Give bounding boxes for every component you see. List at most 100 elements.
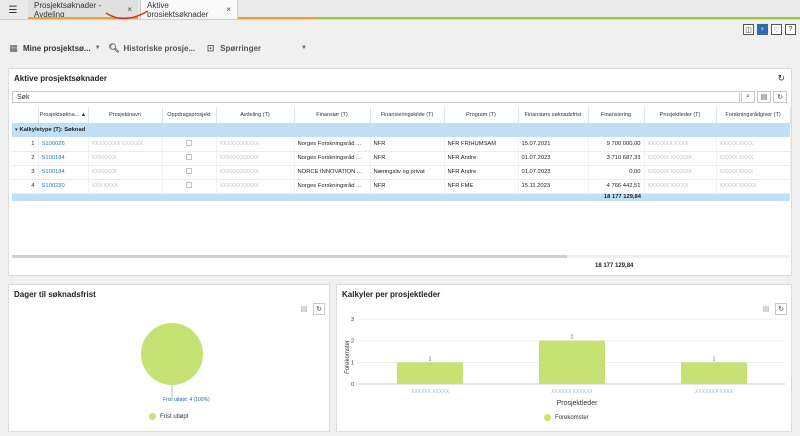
bar[interactable] — [539, 340, 605, 384]
panel-title: Aktive prosjektsøknader — [14, 74, 107, 83]
lightbulb-icon[interactable]: ♀ — [757, 24, 768, 35]
search-icon[interactable]: ⌕ — [741, 91, 755, 103]
tab-prosjektsoknader-avdeling[interactable]: Prosjektsøknader - Avdeling × — [28, 0, 138, 19]
search-placeholder: Søk — [17, 93, 30, 101]
horizontal-scrollbar[interactable] — [12, 255, 790, 258]
finansiering: 3 710 687,33 — [588, 151, 645, 166]
finansior: Norges Forskningsråd ... — [294, 151, 371, 166]
scrollbar-thumb[interactable] — [12, 255, 567, 258]
bar-value-label: 1 — [429, 356, 432, 362]
oppdragsprosjekt-checkbox[interactable] — [162, 137, 217, 152]
x-tick-label: XXXXXX XXXXX — [411, 389, 450, 395]
row-index: 4 — [12, 179, 39, 194]
sub-navigation: ▦ Mine prosjektsø... ▼ 🔍︎ Historiske pro… — [0, 38, 800, 58]
oppdragsprosjekt-checkbox[interactable] — [162, 165, 217, 180]
bar-chart: Forekomster Prosjektleder 0 1 2 3 1 XXXXXX XX… — [345, 317, 785, 407]
main-table-panel: Aktive prosjektsøknader ↻ Søk ⌕ ▤ ↻ Pros… — [8, 68, 792, 276]
oppdragsprosjekt-checkbox[interactable] — [162, 179, 217, 194]
program: NFR FME — [444, 179, 519, 194]
nav-mine-prosjektsoknader[interactable]: ▦ Mine prosjektsø... ▼ — [8, 42, 101, 54]
project-id-link[interactable]: S100026 — [38, 137, 89, 152]
chevron-down-icon[interactable]: ▼ — [94, 45, 101, 51]
chevron-down-icon[interactable]: ▼ — [301, 45, 307, 51]
column-header[interactable]: Forskningsrådgiver (T) — [716, 107, 791, 124]
chart-settings-icon[interactable]: ▤ — [298, 303, 310, 315]
project-name: XXXXXXX — [88, 151, 163, 166]
grid-icon: ▦ — [9, 42, 18, 53]
bar-value-label: 1 — [713, 356, 716, 362]
chart-settings-icon[interactable]: ▤ — [760, 303, 772, 315]
bar[interactable] — [681, 362, 747, 384]
column-header — [12, 107, 39, 124]
column-header[interactable]: Avdeling (T) — [216, 107, 295, 124]
legend-swatch — [149, 413, 156, 420]
close-icon[interactable]: × — [226, 5, 231, 14]
table-row[interactable]: 2 S100184 XXXXXXX XXXXXXXXXXX Norges For… — [12, 151, 791, 166]
table-row[interactable]: 4 S100230 XXX XXXX XXXXXXXXXXX Norges Fo… — [12, 179, 791, 194]
close-icon[interactable]: × — [127, 5, 132, 14]
finansiering: 4 766 442,51 — [588, 179, 645, 194]
y-tick-label: 1 — [351, 360, 354, 366]
nav-historiske-prosjekter[interactable]: 🔍︎ Historiske prosje... — [108, 42, 196, 54]
table-row[interactable]: 3 S100184 XXXXXXX XXXXXXXXXXX NORCE INNO… — [12, 165, 791, 180]
layout-icon[interactable]: ◫ — [743, 24, 754, 35]
program: NFR Andre — [444, 151, 519, 166]
panel-tools: ▤ ↻ — [298, 303, 325, 315]
pie-chart — [141, 323, 203, 397]
annotation-swoosh — [105, 10, 149, 20]
x-tick-label: XXXXXXX XXXX — [695, 389, 734, 395]
search-icon: 🔍︎ — [108, 42, 120, 53]
refresh-icon[interactable]: ↻ — [773, 91, 787, 103]
prosjektleder: XXXXXX XXXXXX — [644, 151, 717, 166]
forskningsradgiver: XXXXX XXXX — [716, 165, 791, 180]
help-icon[interactable]: ? — [785, 24, 796, 35]
oppdragsprosjekt-checkbox[interactable] — [162, 151, 217, 166]
refresh-icon[interactable]: ↻ — [775, 303, 787, 315]
row-index: 1 — [12, 137, 39, 152]
column-header[interactable]: Program (T) — [444, 107, 519, 124]
soknadsfrist: 01.07.2023 — [518, 151, 589, 166]
column-header[interactable]: Finansieringskilde (T) — [370, 107, 445, 124]
menu-icon[interactable]: ☰ — [8, 4, 18, 16]
refresh-icon[interactable]: ↻ — [777, 73, 785, 83]
project-id-link[interactable]: S100184 — [38, 151, 89, 166]
finansieringskilde: NFR — [370, 151, 445, 166]
heart-icon[interactable]: ♡ — [771, 24, 782, 35]
pie-slice — [141, 323, 203, 385]
refresh-icon[interactable]: ↻ — [313, 303, 325, 315]
chart-legend[interactable]: Forekomster — [544, 414, 589, 421]
tab-aktive-prosjektsoknader[interactable]: Aktive prosjektsøknader × — [140, 0, 238, 19]
column-header[interactable]: Prosjektleder (T) — [644, 107, 717, 124]
soknadsfrist: 15.11.2023 — [518, 179, 589, 194]
column-header[interactable]: Oppdragsprosjekt — [162, 107, 217, 124]
finansior: Norges Forskningsråd ... — [294, 137, 371, 152]
program: NFR FRIHUMSAM — [444, 137, 519, 152]
column-header[interactable]: Finansiør (T) — [294, 107, 371, 124]
column-header[interactable]: Finansiering — [588, 107, 645, 124]
search-input[interactable]: Søk — [12, 91, 740, 103]
finansieringskilde: Næringsliv og privat — [370, 165, 445, 180]
bar[interactable] — [397, 362, 463, 384]
nav-label: Historiske prosje... — [123, 43, 196, 53]
column-header[interactable]: Prosjektsøkna... ▲ — [38, 107, 89, 124]
finansiering: 9 700 000,00 — [588, 137, 645, 152]
nav-sporringer[interactable]: ⊡ Spørringer ▼ — [205, 43, 307, 54]
legend-swatch — [544, 414, 551, 421]
forskningsradgiver: XXXXX XXXXX — [716, 179, 791, 194]
chart-legend[interactable]: Frist utløpt — [149, 413, 188, 420]
project-id-link[interactable]: S100184 — [38, 165, 89, 180]
group-row[interactable]: ▾ Kalkyletype (T): Søknad — [12, 123, 790, 137]
column-header[interactable]: Prosjektnavn — [88, 107, 163, 124]
program: NFR Andre — [444, 165, 519, 180]
row-index: 3 — [12, 165, 39, 180]
table-row[interactable]: 1 S100026 XXXXXXXX XXXXXX XXXXXXXXXXX No… — [12, 137, 791, 152]
y-tick-label: 3 — [351, 317, 354, 323]
nav-label: Mine prosjektsø... — [23, 43, 91, 53]
column-header[interactable]: Finansiørs søknadsfrist — [518, 107, 589, 124]
prosjektleder: XXXXXXX XXXX — [644, 137, 717, 152]
finansiering: 0,00 — [588, 165, 645, 180]
project-id-link[interactable]: S100230 — [38, 179, 89, 194]
project-name: XXXXXXX — [88, 165, 163, 180]
group-label: ▾ Kalkyletype (T): Søknad — [12, 123, 790, 137]
table-settings-icon[interactable]: ▤ — [757, 91, 771, 103]
